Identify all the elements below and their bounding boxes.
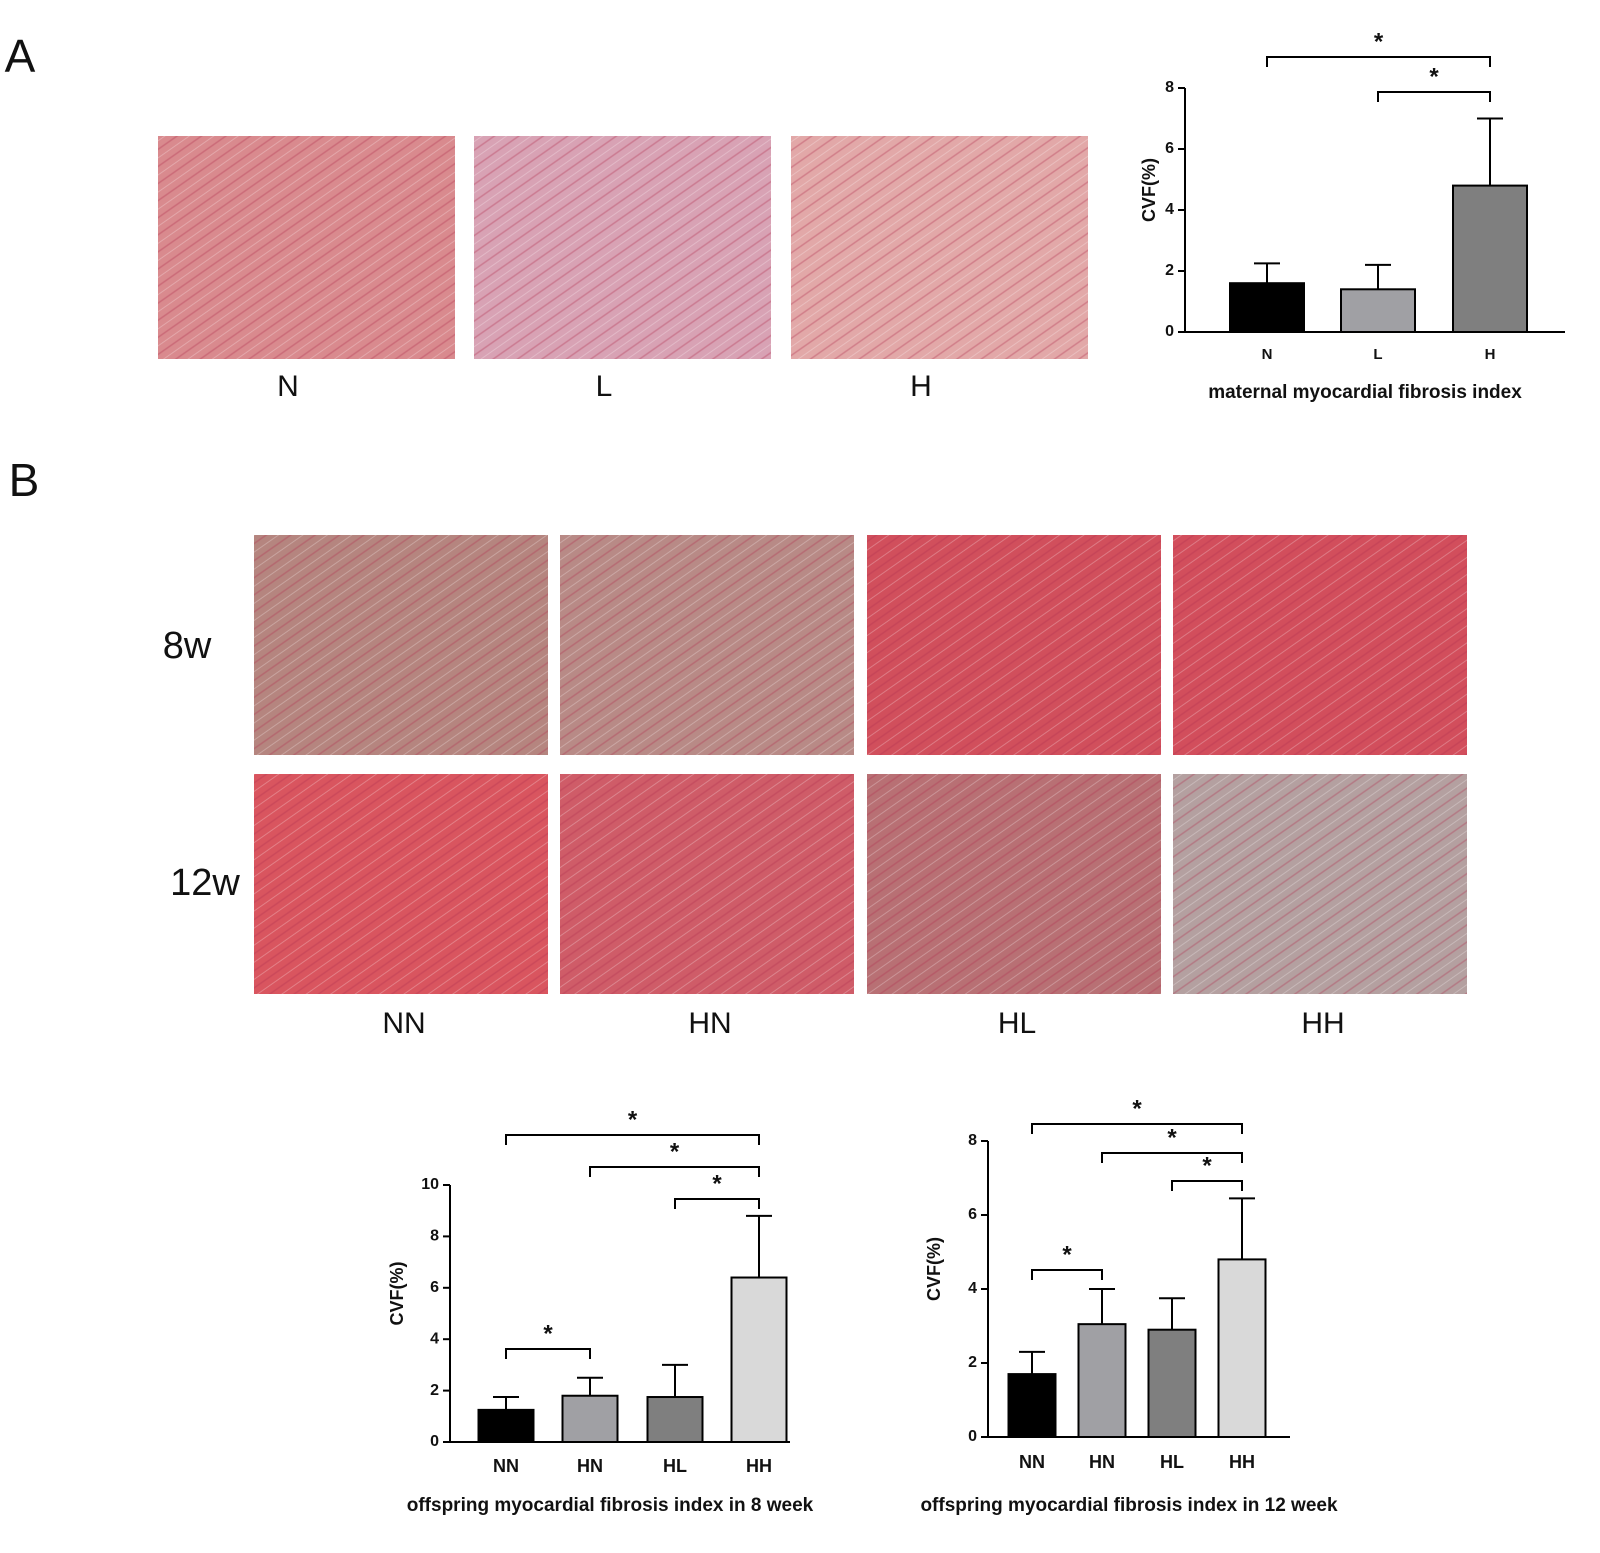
x-axis-label: offspring myocardial fibrosis index in 8… — [407, 1495, 814, 1516]
y-tick-label: 4 — [1165, 201, 1174, 218]
image-label: L — [596, 370, 613, 403]
histology-texture — [254, 774, 548, 994]
y-axis-label: CVF(%) — [387, 1262, 407, 1326]
x-axis-label: offspring myocardial fibrosis index in 1… — [920, 1495, 1337, 1516]
significance-label: * — [543, 1320, 553, 1347]
y-tick-label: 6 — [1165, 140, 1174, 157]
significance-label: * — [670, 1138, 680, 1165]
histology-texture — [1173, 535, 1467, 755]
histology-texture — [1173, 774, 1467, 994]
histology-texture — [158, 136, 455, 359]
y-tick-label: 4 — [968, 1280, 977, 1297]
y-tick-label: 8 — [968, 1132, 977, 1149]
bar — [1340, 288, 1416, 333]
x-axis-label: maternal myocardial fibrosis index — [1208, 382, 1522, 403]
significance-bracket — [1031, 1269, 1103, 1280]
significance-bracket — [589, 1166, 760, 1177]
significance-label: * — [1167, 1124, 1177, 1151]
significance-bracket — [505, 1348, 591, 1359]
significance-bracket — [674, 1198, 760, 1209]
y-axis-label: CVF(%) — [1139, 158, 1159, 222]
histology-texture — [560, 774, 854, 994]
y-tick-label: 0 — [1165, 323, 1174, 340]
image-label: HH — [1301, 1007, 1344, 1040]
significance-label: * — [712, 1170, 722, 1197]
y-tick-label: 8 — [1165, 79, 1174, 96]
histology-texture — [254, 535, 548, 755]
image-label: NN — [382, 1007, 425, 1040]
significance-bracket — [1101, 1152, 1243, 1163]
histology-texture — [791, 136, 1088, 359]
y-tick-label: 6 — [430, 1279, 439, 1296]
significance-label: * — [1374, 28, 1384, 55]
bar — [646, 1396, 704, 1444]
x-tick-label: HH — [746, 1456, 772, 1476]
x-tick-label: HL — [1160, 1452, 1184, 1472]
y-tick-label: 6 — [968, 1206, 977, 1223]
y-tick-label: 4 — [430, 1330, 439, 1347]
histology-texture — [867, 774, 1161, 994]
y-tick-label: 2 — [1165, 262, 1174, 279]
bar — [1217, 1258, 1267, 1439]
row-label: 8w — [163, 625, 212, 667]
x-tick-label: HN — [1089, 1452, 1115, 1472]
y-axis-label: CVF(%) — [924, 1237, 944, 1301]
significance-label: * — [1202, 1152, 1212, 1179]
bar — [730, 1276, 788, 1444]
histology-texture — [560, 535, 854, 755]
x-tick-label: HN — [577, 1456, 603, 1476]
image-label: H — [910, 370, 932, 403]
significance-label: * — [1132, 1095, 1142, 1122]
bar — [1077, 1323, 1127, 1439]
y-tick-label: 8 — [430, 1228, 439, 1245]
x-tick-label: H — [1485, 346, 1496, 363]
x-tick-label: HH — [1229, 1452, 1255, 1472]
bar — [477, 1408, 535, 1443]
bar — [1147, 1328, 1197, 1438]
bar — [561, 1394, 619, 1443]
x-tick-label: NN — [493, 1456, 519, 1476]
significance-bracket — [1266, 56, 1491, 67]
bar — [1007, 1373, 1057, 1438]
row-label: 12w — [170, 862, 240, 904]
y-tick-label: 2 — [430, 1382, 439, 1399]
significance-bracket — [505, 1134, 760, 1145]
y-tick-label: 2 — [968, 1354, 977, 1371]
x-tick-label: N — [1262, 346, 1273, 363]
image-label: N — [277, 370, 299, 403]
x-tick-label: L — [1373, 346, 1382, 363]
histology-texture — [867, 535, 1161, 755]
significance-label: * — [1429, 63, 1439, 90]
y-tick-label: 0 — [968, 1428, 977, 1445]
panel-label: B — [9, 454, 40, 506]
image-label: HL — [998, 1007, 1036, 1040]
significance-bracket — [1171, 1180, 1243, 1191]
y-tick-label: 0 — [430, 1433, 439, 1450]
significance-bracket — [1031, 1123, 1243, 1134]
significance-bracket — [1377, 91, 1491, 102]
significance-label: * — [628, 1106, 638, 1133]
histology-texture — [474, 136, 771, 359]
x-tick-label: HL — [663, 1456, 687, 1476]
bar — [1229, 282, 1305, 334]
x-tick-label: NN — [1019, 1452, 1045, 1472]
significance-label: * — [1062, 1241, 1072, 1268]
bar — [1452, 184, 1528, 333]
y-tick-label: 10 — [421, 1176, 439, 1193]
image-label: HN — [688, 1007, 731, 1040]
panel-label: A — [5, 30, 36, 82]
